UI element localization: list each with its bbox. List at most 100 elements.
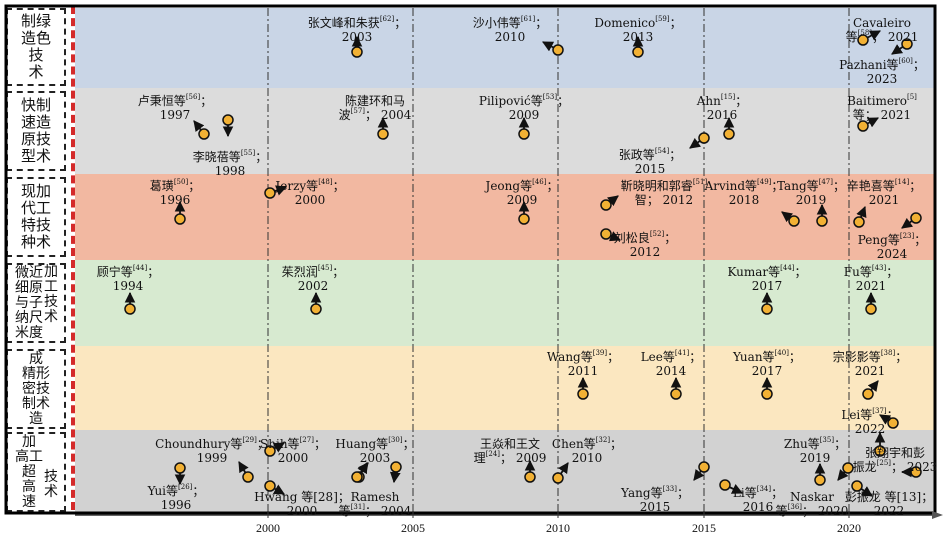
event-label-fu: Fu等[43]； 2021 <box>843 264 899 294</box>
event-baitimero-dot <box>857 120 869 132</box>
event-zhu35-dot <box>814 474 826 486</box>
event-label-jerzy: Jerzy等[48]； 2000 <box>275 178 345 208</box>
event-label-pilipovic: Pilipović等[53]； 2009 <box>478 93 570 123</box>
event-label-ahn: Ahn[15]； 2016 <box>696 93 748 123</box>
event-liu-dot <box>600 228 612 240</box>
event-cavaleiro-dot <box>857 34 869 46</box>
band-rapid-prototyping <box>75 88 935 174</box>
axis-ticks <box>267 512 850 518</box>
event-label-cavaleiro: Cavaleiro 等[58]； 2021 <box>845 16 919 44</box>
event-label-lu: 卢秉恒等[56]； 1997 <box>137 93 213 123</box>
event-label-yuan: Yuan等[40]； 2017 <box>733 349 801 379</box>
event-label-tang: Tang等[47]； 2019 <box>776 178 846 208</box>
category-micro: 微近 细原 与子 纳尺 米度 <box>6 263 66 343</box>
event-label-zong: 宗影影等[38]； 2021 <box>832 349 908 379</box>
event-label-domenico: Domenico[59]； 2013 <box>594 15 682 45</box>
event-label-li-xr: 李晓蓓等[55]； 1998 <box>192 149 268 179</box>
event-label-gu: 顾宁等[44]； 1994 <box>96 264 160 294</box>
event-chen-ma-dot <box>377 128 389 140</box>
event-label-zhu35: Zhu等[35]； 2019 <box>783 436 847 466</box>
event-label-peng-zl: 彭振龙 等[13]； 2022 <box>844 490 934 518</box>
event-jerzy-dot <box>264 187 276 199</box>
event-chen32-dot <box>552 472 564 484</box>
event-ge-dot <box>174 213 186 225</box>
band-green-manufacturing <box>75 8 935 88</box>
event-tang-dot <box>816 215 828 227</box>
event-label-hwang: Hwang 等[28]； 2000 <box>254 490 350 518</box>
event-zhang-peng-dot <box>874 445 886 457</box>
event-label-ramesh: Ramesh 等[31]； 2004 <box>338 490 412 518</box>
event-label-li34: Li等[34]； 2016 <box>732 485 784 515</box>
tick-label-2015: 2015 <box>692 521 716 535</box>
event-ahn-dot <box>723 128 735 140</box>
category-highspeed: 加 高工 超 高 速 <box>6 432 66 512</box>
event-peng-dot <box>910 212 922 224</box>
event-shih-dot <box>264 445 276 457</box>
event-label-baitimero: Baitimero[5] 等； 2021 <box>847 93 917 123</box>
event-label-zhang-zheng: 张政等[54]； 2015 <box>618 147 682 177</box>
category-label: 快制 速造 原技 型术 <box>20 96 51 165</box>
tick-label-2000: 2000 <box>256 521 280 535</box>
category-label: 加 高工 超 高 速 <box>15 433 43 510</box>
event-yuan-dot <box>761 388 773 400</box>
event-jin-guo-dot <box>600 199 612 211</box>
event-label-peng: Peng等[23]； 2024 <box>857 232 927 262</box>
event-label-liu: 刘松良[52]； 2012 <box>613 230 677 260</box>
event-label-yang: Yang等[33]； 2015 <box>621 485 689 515</box>
event-label-sha: 沙小伟等[61]； 2010 <box>472 15 548 45</box>
event-label-chen-ma: 陈建环和马 波[57]； 2004 <box>338 94 412 122</box>
event-label-yui: Yui等[26]； 1996 <box>147 483 205 513</box>
event-zhang-zheng-dot <box>698 132 710 144</box>
event-li-xr-dot <box>222 114 234 126</box>
event-label-shih: Shih等[27]； 2000 <box>260 436 326 466</box>
category-label: 成 精形 密技 制术 造 <box>22 350 50 427</box>
event-label-ge: 葛璜[50]； 1996 <box>149 178 201 208</box>
tick-label-2020: 2020 <box>837 521 861 535</box>
band-high-speed <box>75 430 935 512</box>
event-zong-dot <box>862 388 874 400</box>
event-label-zhang-zhu: 张文峰和朱获[62]； 2003 <box>307 15 407 45</box>
category-rapid: 快制 速造 原技 型术 <box>6 91 66 171</box>
event-label-pazhani: Pazhani等[60]； 2023 <box>839 57 925 87</box>
event-label-zhu-lr: 茱烈润[45]； 2002 <box>281 264 345 294</box>
event-lei-dot <box>887 417 899 429</box>
event-label-jin-guo: 靳晓明和郭睿[51] 智； 2012 <box>620 178 708 208</box>
event-gu-dot <box>124 303 136 315</box>
event-sha-dot <box>552 44 564 56</box>
tick-label-2005: 2005 <box>401 521 425 535</box>
category-special: 现加 代工 特技 种术 <box>6 177 66 257</box>
category-label: 现加 代工 特技 种术 <box>20 182 51 251</box>
event-peng-zl-dot <box>851 480 863 492</box>
event-label-wang: Wang等[39]； 2011 <box>546 349 620 379</box>
event-choundhury-dot <box>242 471 254 483</box>
band-micro-nano <box>75 260 935 346</box>
frame <box>4 4 937 515</box>
event-label-chen32: Chen等[32]； 2010 <box>551 436 623 466</box>
extra-marker-0-dot <box>351 471 363 483</box>
event-zhu-lr-dot <box>310 303 322 315</box>
event-label-wang-wang: 王焱和王文 理[24]； 2009 <box>473 437 547 465</box>
event-li34-dot <box>719 479 731 491</box>
event-wang-dot <box>577 388 589 400</box>
event-yui-dot <box>174 462 186 474</box>
year-gridlines <box>267 8 850 512</box>
event-lu-dot <box>198 128 210 140</box>
event-hwang-dot <box>264 480 276 492</box>
category-side-text: 加 工 技 术 <box>44 264 58 325</box>
event-fu-dot <box>865 303 877 315</box>
event-naskar-dot <box>842 462 854 474</box>
category-precision: 成 精形 密技 制术 造 <box>6 349 66 429</box>
event-lee-dot <box>670 388 682 400</box>
band-precision-forming <box>75 346 935 430</box>
event-label-kumar: Kumar等[44]； 2017 <box>727 264 807 294</box>
extra-marker-1-dot <box>910 466 922 478</box>
red-dashed-divider <box>71 6 75 510</box>
event-label-xin: 辛艳喜等[14]； 2021 <box>846 178 922 208</box>
event-wang-wang-dot <box>524 471 536 483</box>
event-pilipovic-dot <box>518 128 530 140</box>
event-xin-dot <box>853 216 865 228</box>
event-jeong-dot <box>518 213 530 225</box>
event-arvind-dot <box>788 215 800 227</box>
